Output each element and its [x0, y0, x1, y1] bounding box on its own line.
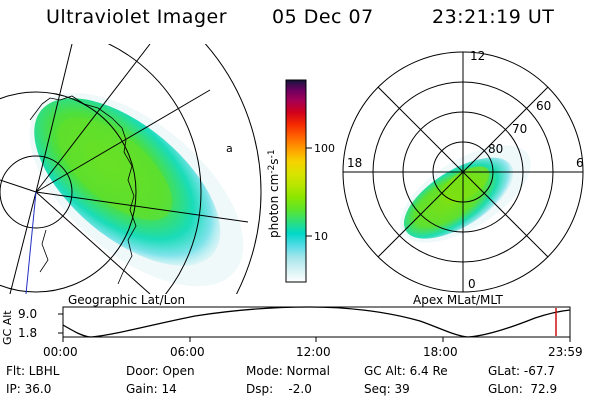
- right-panel-caption: Apex MLat/MLT: [413, 293, 503, 307]
- time-tick-2359: 23:59: [548, 345, 583, 359]
- colorbar-unit-label: photon cm-2s-1: [267, 149, 281, 238]
- gc-alt-status: GC Alt: 6.4 Re: [364, 364, 448, 378]
- mode-status: Mode: Normal: [246, 364, 330, 378]
- altitude-curve: [62, 306, 571, 338]
- mlt-label-12: 12: [470, 49, 485, 63]
- altitude-tick-1_8: 1.8: [18, 326, 37, 340]
- dsp-status: Dsp: -2.0: [246, 382, 312, 396]
- mlat-label-70: 70: [512, 122, 527, 136]
- glon-status: GLon: 72.9: [488, 382, 558, 396]
- altitude-plot: 9.0 1.8 GC Alt 00:00 06:00 12:00 18:00 2…: [1, 306, 583, 359]
- coastline: [29, 95, 137, 285]
- mlat-label-60: 60: [536, 99, 551, 113]
- mlt-label-6: 6: [576, 156, 584, 170]
- colorbar: 100 10 photon cm-2s-1: [267, 79, 335, 283]
- mlt-label-18: 18: [347, 156, 362, 170]
- filter-status: Flt: LBHL: [6, 364, 60, 378]
- image-time: 23:21:19 UT: [432, 6, 555, 28]
- mlt-label-0: 0: [468, 277, 476, 291]
- polar-plot: 12 18 6 0 60 70 80: [342, 49, 584, 293]
- altitude-tick-9: 9.0: [18, 307, 37, 321]
- time-tick-1200: 12:00: [296, 345, 331, 359]
- altitude-ylabel: GC Alt: [1, 310, 14, 345]
- ip-status: IP: 36.0: [6, 382, 52, 396]
- left-grid-lines: [0, 44, 262, 294]
- time-tick-0000: 00:00: [43, 345, 78, 359]
- seq-status: Seq: 39: [364, 382, 410, 396]
- glat-status: GLat: -67.7: [488, 364, 555, 378]
- image-title: Ultraviolet Imager: [46, 6, 228, 28]
- colorbar-tick-100: 100: [314, 142, 335, 155]
- door-status: Door: Open: [126, 364, 195, 378]
- svg-text:a: a: [226, 142, 233, 155]
- time-tick-1800: 18:00: [423, 345, 458, 359]
- polar-grid-lines: [342, 51, 584, 293]
- meridian-blue: [25, 191, 37, 294]
- image-date: 05 Dec 07: [272, 6, 374, 28]
- left-panel-caption: Geographic Lat/Lon: [68, 293, 185, 307]
- time-tick-0600: 06:00: [170, 345, 205, 359]
- gain-status: Gain: 14: [126, 382, 177, 396]
- right-aurora-oval: [400, 145, 531, 243]
- mlat-label-80: 80: [488, 142, 503, 156]
- geographic-map: [0, 44, 262, 294]
- left-aurora-oval: [29, 93, 244, 287]
- colorbar-tick-10: 10: [314, 230, 328, 243]
